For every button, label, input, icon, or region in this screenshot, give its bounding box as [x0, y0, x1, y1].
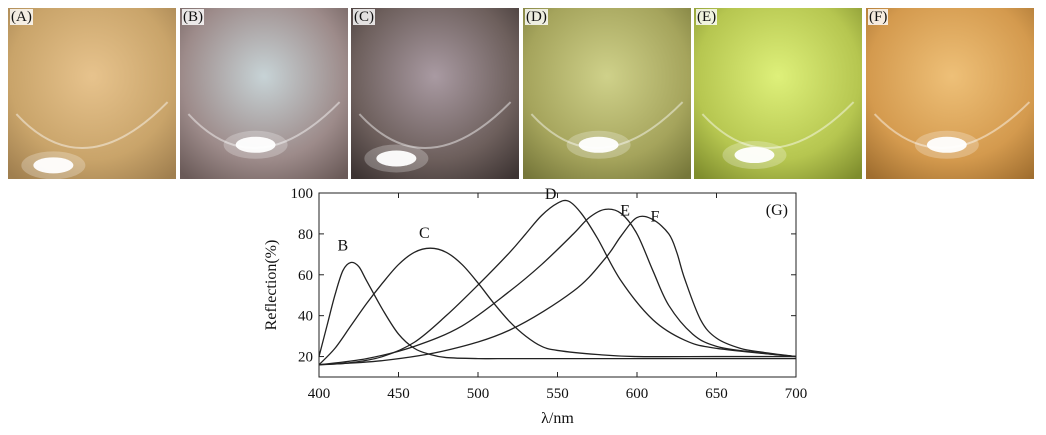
- x-tick-label: 500: [467, 386, 490, 402]
- x-tick-label: 700: [785, 386, 808, 402]
- x-tick-label: 450: [387, 386, 410, 402]
- x-tick-label: 400: [308, 386, 331, 402]
- light-glare-halo: [722, 141, 787, 170]
- series-label-c: C: [419, 225, 430, 242]
- y-tick-label: 60: [298, 268, 313, 284]
- light-glare-halo: [223, 130, 288, 159]
- photo-e-label: (E): [696, 9, 718, 25]
- series-label-b: B: [337, 238, 348, 255]
- x-tick-label: 550: [546, 386, 569, 402]
- light-glare-halo: [914, 130, 979, 159]
- series-line-e: [318, 208, 797, 366]
- photo-b-image: [180, 8, 348, 179]
- photo-c-label: (C): [353, 9, 375, 25]
- light-glare: [926, 136, 967, 153]
- series-line-b: [318, 261, 796, 360]
- light-glare: [734, 147, 775, 164]
- photo-f-label: (F): [868, 9, 889, 25]
- photo-panel-d: (D): [523, 8, 691, 179]
- photo-a-label: (A): [10, 9, 33, 25]
- x-tick-label: 600: [626, 386, 649, 402]
- photo-panel-b: (B): [180, 8, 348, 179]
- series-line-f: [318, 215, 797, 366]
- photo-panel-a: (A): [8, 8, 176, 179]
- photo-c-image: [351, 8, 519, 179]
- bowl-rim-highlight: [15, 101, 169, 150]
- y-tick-label: 40: [298, 309, 313, 325]
- chart-axes: [318, 192, 797, 378]
- y-tick-label: 100: [291, 186, 314, 202]
- series-line-d: [318, 199, 797, 366]
- y-tick-label: 80: [298, 227, 313, 243]
- series-line-c: [318, 247, 796, 366]
- photo-panel-c: (C): [351, 8, 519, 179]
- series-label-e: E: [620, 202, 630, 219]
- bowl-rim-highlight: [701, 101, 855, 150]
- photo-d-image: [523, 8, 691, 179]
- light-glare: [376, 150, 417, 167]
- light-glare: [33, 157, 74, 174]
- photo-a-image: [8, 8, 176, 179]
- photo-background: [8, 8, 176, 179]
- light-glare: [235, 136, 276, 153]
- chart-text: 400 450 500 550 600 650 700 20 40 60 80 100 λ/nm Refl…: [263, 186, 807, 427]
- light-glare-halo: [21, 151, 86, 179]
- light-glare: [578, 136, 619, 153]
- light-glare-halo: [566, 130, 631, 159]
- chart-panel-label: (G): [766, 202, 788, 219]
- photo-panel-e: (E): [694, 8, 862, 179]
- photo-b-label: (B): [182, 9, 204, 25]
- photo-e-image: [694, 8, 862, 179]
- y-axis-label: Reflection(%): [263, 240, 280, 331]
- photo-panel-f: (F): [866, 8, 1034, 179]
- chart-series-lines: [318, 199, 797, 366]
- x-tick-label: 650: [705, 386, 728, 402]
- photo-background: [351, 8, 519, 179]
- bowl-rim-highlight: [358, 101, 512, 150]
- y-tick-label: 20: [298, 350, 313, 366]
- photo-background: [694, 8, 862, 179]
- light-glare-halo: [364, 144, 429, 173]
- photo-f-image: [866, 8, 1034, 179]
- series-label-d: D: [545, 186, 557, 203]
- photo-d-label: (D): [525, 9, 548, 25]
- series-label-f: F: [651, 209, 660, 226]
- x-axis-label: λ/nm: [541, 410, 574, 427]
